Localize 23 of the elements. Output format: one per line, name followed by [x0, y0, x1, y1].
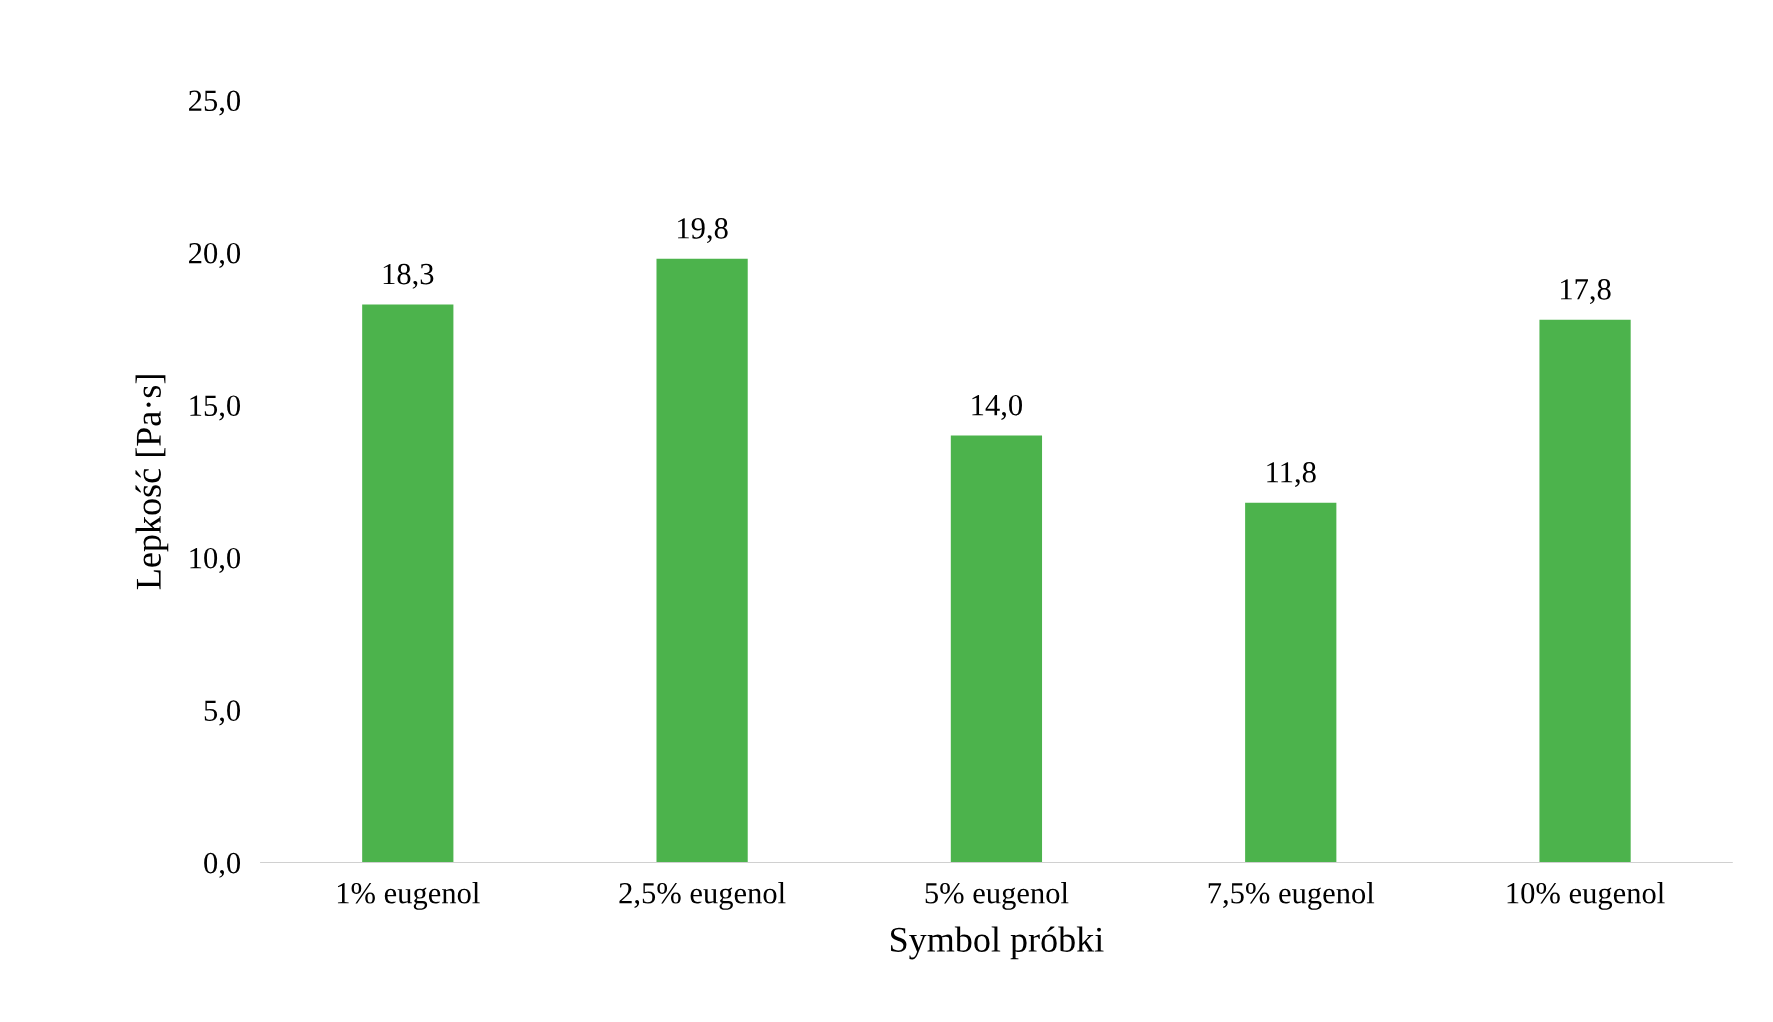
y-tick-label: 20,0 [189, 242, 241, 268]
data-label: 19,8 [678, 218, 728, 244]
y-tick-label: 25,0 [189, 90, 241, 116]
x-tick-label: 2,5% eugenol [619, 882, 786, 910]
bar [362, 304, 454, 863]
y-tick-label: 10,0 [190, 547, 241, 573]
y-tick-label: 15,0 [190, 395, 241, 421]
y-axis-title: Lepkość [Pa·s] [135, 375, 169, 590]
bar [950, 435, 1043, 863]
data-label: 18,3 [383, 263, 434, 289]
y-tick-label: 0,0 [204, 852, 241, 878]
x-tick-label: 1% eugenol [337, 882, 480, 910]
bar [1539, 319, 1631, 863]
x-axis-title: Symbol próbki [891, 926, 1104, 960]
data-label: 14,0 [972, 394, 1022, 420]
x-tick-label: 7,5% eugenol [1208, 882, 1375, 910]
data-label: 11,8 [1267, 461, 1316, 488]
x-tick-label: 5% eugenol [925, 882, 1069, 910]
data-label: 17,8 [1561, 279, 1611, 305]
x-tick-label: 10% eugenol [1507, 882, 1665, 910]
bar [656, 258, 748, 863]
bar [1245, 502, 1337, 863]
y-tick-label: 5,0 [204, 700, 241, 726]
